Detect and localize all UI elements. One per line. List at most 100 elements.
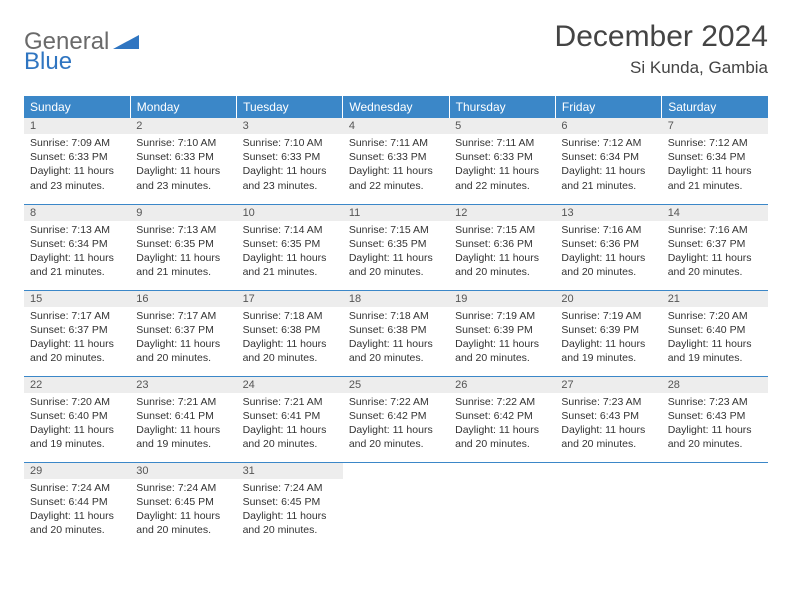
sunrise-line: Sunrise: 7:24 AM <box>136 481 230 495</box>
sunset-line: Sunset: 6:35 PM <box>243 237 337 251</box>
daylight-line: Daylight: 11 hours and 19 minutes. <box>30 423 124 451</box>
sunrise-line: Sunrise: 7:15 AM <box>349 223 443 237</box>
calendar-table: Sunday Monday Tuesday Wednesday Thursday… <box>24 96 768 548</box>
sunrise-line: Sunrise: 7:19 AM <box>455 309 549 323</box>
calendar-day-cell: 29Sunrise: 7:24 AMSunset: 6:44 PMDayligh… <box>24 462 130 548</box>
calendar-day-cell: 10Sunrise: 7:14 AMSunset: 6:35 PMDayligh… <box>237 204 343 290</box>
calendar-day-cell <box>343 462 449 548</box>
sunset-line: Sunset: 6:35 PM <box>136 237 230 251</box>
daylight-line: Daylight: 11 hours and 20 minutes. <box>561 423 655 451</box>
daylight-line: Daylight: 11 hours and 20 minutes. <box>349 251 443 279</box>
day-number: 13 <box>555 205 661 221</box>
day-number: 7 <box>662 118 768 134</box>
sunrise-line: Sunrise: 7:11 AM <box>349 136 443 150</box>
sunset-line: Sunset: 6:45 PM <box>136 495 230 509</box>
calendar-day-cell: 2Sunrise: 7:10 AMSunset: 6:33 PMDaylight… <box>130 118 236 204</box>
daylight-line: Daylight: 11 hours and 20 minutes. <box>455 423 549 451</box>
sunset-line: Sunset: 6:39 PM <box>455 323 549 337</box>
day-details: Sunrise: 7:12 AMSunset: 6:34 PMDaylight:… <box>555 134 661 197</box>
day-number: 11 <box>343 205 449 221</box>
sunrise-line: Sunrise: 7:18 AM <box>243 309 337 323</box>
calendar-day-cell: 6Sunrise: 7:12 AMSunset: 6:34 PMDaylight… <box>555 118 661 204</box>
sunset-line: Sunset: 6:44 PM <box>30 495 124 509</box>
sunrise-line: Sunrise: 7:13 AM <box>136 223 230 237</box>
sunset-line: Sunset: 6:41 PM <box>136 409 230 423</box>
day-details: Sunrise: 7:15 AMSunset: 6:35 PMDaylight:… <box>343 221 449 284</box>
sunrise-line: Sunrise: 7:23 AM <box>668 395 762 409</box>
calendar-week-row: 1Sunrise: 7:09 AMSunset: 6:33 PMDaylight… <box>24 118 768 204</box>
sunset-line: Sunset: 6:33 PM <box>349 150 443 164</box>
sunrise-line: Sunrise: 7:12 AM <box>561 136 655 150</box>
day-details: Sunrise: 7:09 AMSunset: 6:33 PMDaylight:… <box>24 134 130 197</box>
month-title: December 2024 <box>555 20 768 54</box>
calendar-day-cell: 23Sunrise: 7:21 AMSunset: 6:41 PMDayligh… <box>130 376 236 462</box>
calendar-day-cell: 11Sunrise: 7:15 AMSunset: 6:35 PMDayligh… <box>343 204 449 290</box>
calendar-day-cell: 14Sunrise: 7:16 AMSunset: 6:37 PMDayligh… <box>662 204 768 290</box>
calendar-week-row: 29Sunrise: 7:24 AMSunset: 6:44 PMDayligh… <box>24 462 768 548</box>
day-number: 17 <box>237 291 343 307</box>
day-details: Sunrise: 7:13 AMSunset: 6:34 PMDaylight:… <box>24 221 130 284</box>
calendar-day-cell: 20Sunrise: 7:19 AMSunset: 6:39 PMDayligh… <box>555 290 661 376</box>
sunrise-line: Sunrise: 7:10 AM <box>243 136 337 150</box>
sunset-line: Sunset: 6:33 PM <box>243 150 337 164</box>
sunrise-line: Sunrise: 7:18 AM <box>349 309 443 323</box>
sunrise-line: Sunrise: 7:11 AM <box>455 136 549 150</box>
day-number: 6 <box>555 118 661 134</box>
sunset-line: Sunset: 6:41 PM <box>243 409 337 423</box>
day-number: 16 <box>130 291 236 307</box>
sunrise-line: Sunrise: 7:12 AM <box>668 136 762 150</box>
calendar-day-cell: 1Sunrise: 7:09 AMSunset: 6:33 PMDaylight… <box>24 118 130 204</box>
daylight-line: Daylight: 11 hours and 20 minutes. <box>668 251 762 279</box>
day-details: Sunrise: 7:19 AMSunset: 6:39 PMDaylight:… <box>555 307 661 370</box>
sunset-line: Sunset: 6:33 PM <box>455 150 549 164</box>
logo-text-blue: Blue <box>24 48 72 75</box>
day-details: Sunrise: 7:16 AMSunset: 6:36 PMDaylight:… <box>555 221 661 284</box>
weekday-header: Saturday <box>662 96 768 118</box>
day-number: 2 <box>130 118 236 134</box>
day-details: Sunrise: 7:22 AMSunset: 6:42 PMDaylight:… <box>343 393 449 456</box>
sunrise-line: Sunrise: 7:13 AM <box>30 223 124 237</box>
sunset-line: Sunset: 6:45 PM <box>243 495 337 509</box>
sunset-line: Sunset: 6:36 PM <box>455 237 549 251</box>
day-details: Sunrise: 7:18 AMSunset: 6:38 PMDaylight:… <box>237 307 343 370</box>
location: Si Kunda, Gambia <box>555 58 768 78</box>
sunrise-line: Sunrise: 7:16 AM <box>561 223 655 237</box>
daylight-line: Daylight: 11 hours and 22 minutes. <box>455 164 549 192</box>
day-details: Sunrise: 7:11 AMSunset: 6:33 PMDaylight:… <box>449 134 555 197</box>
calendar-day-cell <box>449 462 555 548</box>
day-details: Sunrise: 7:21 AMSunset: 6:41 PMDaylight:… <box>237 393 343 456</box>
sunrise-line: Sunrise: 7:22 AM <box>455 395 549 409</box>
calendar-week-row: 22Sunrise: 7:20 AMSunset: 6:40 PMDayligh… <box>24 376 768 462</box>
day-details: Sunrise: 7:23 AMSunset: 6:43 PMDaylight:… <box>555 393 661 456</box>
sunset-line: Sunset: 6:33 PM <box>136 150 230 164</box>
header: General December 2024 Si Kunda, Gambia <box>24 20 768 78</box>
sunset-line: Sunset: 6:40 PM <box>668 323 762 337</box>
weekday-header: Monday <box>130 96 236 118</box>
calendar-day-cell: 19Sunrise: 7:19 AMSunset: 6:39 PMDayligh… <box>449 290 555 376</box>
calendar-day-cell: 28Sunrise: 7:23 AMSunset: 6:43 PMDayligh… <box>662 376 768 462</box>
daylight-line: Daylight: 11 hours and 20 minutes. <box>349 337 443 365</box>
sunrise-line: Sunrise: 7:22 AM <box>349 395 443 409</box>
daylight-line: Daylight: 11 hours and 20 minutes. <box>30 337 124 365</box>
calendar-day-cell: 27Sunrise: 7:23 AMSunset: 6:43 PMDayligh… <box>555 376 661 462</box>
sunset-line: Sunset: 6:43 PM <box>668 409 762 423</box>
calendar-day-cell: 15Sunrise: 7:17 AMSunset: 6:37 PMDayligh… <box>24 290 130 376</box>
day-number: 4 <box>343 118 449 134</box>
weekday-header: Wednesday <box>343 96 449 118</box>
sunset-line: Sunset: 6:34 PM <box>30 237 124 251</box>
sunset-line: Sunset: 6:39 PM <box>561 323 655 337</box>
calendar-day-cell: 26Sunrise: 7:22 AMSunset: 6:42 PMDayligh… <box>449 376 555 462</box>
sunset-line: Sunset: 6:38 PM <box>349 323 443 337</box>
day-details: Sunrise: 7:10 AMSunset: 6:33 PMDaylight:… <box>237 134 343 197</box>
sunset-line: Sunset: 6:36 PM <box>561 237 655 251</box>
day-details: Sunrise: 7:17 AMSunset: 6:37 PMDaylight:… <box>130 307 236 370</box>
sunrise-line: Sunrise: 7:17 AM <box>30 309 124 323</box>
sunset-line: Sunset: 6:37 PM <box>668 237 762 251</box>
day-number: 19 <box>449 291 555 307</box>
daylight-line: Daylight: 11 hours and 20 minutes. <box>243 423 337 451</box>
calendar-day-cell: 30Sunrise: 7:24 AMSunset: 6:45 PMDayligh… <box>130 462 236 548</box>
day-details: Sunrise: 7:13 AMSunset: 6:35 PMDaylight:… <box>130 221 236 284</box>
sunset-line: Sunset: 6:34 PM <box>561 150 655 164</box>
calendar-day-cell: 22Sunrise: 7:20 AMSunset: 6:40 PMDayligh… <box>24 376 130 462</box>
sunrise-line: Sunrise: 7:16 AM <box>668 223 762 237</box>
